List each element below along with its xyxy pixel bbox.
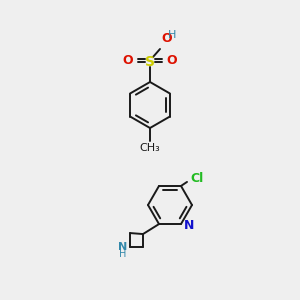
Text: N: N — [118, 242, 127, 252]
Text: H: H — [168, 30, 176, 40]
Text: O: O — [167, 54, 177, 67]
Text: O: O — [161, 32, 172, 45]
Text: Cl: Cl — [190, 172, 204, 185]
Text: H: H — [119, 249, 127, 259]
Text: CH₃: CH₃ — [140, 143, 160, 153]
Text: S: S — [145, 55, 155, 69]
Text: O: O — [123, 54, 133, 67]
Text: N: N — [184, 219, 194, 232]
